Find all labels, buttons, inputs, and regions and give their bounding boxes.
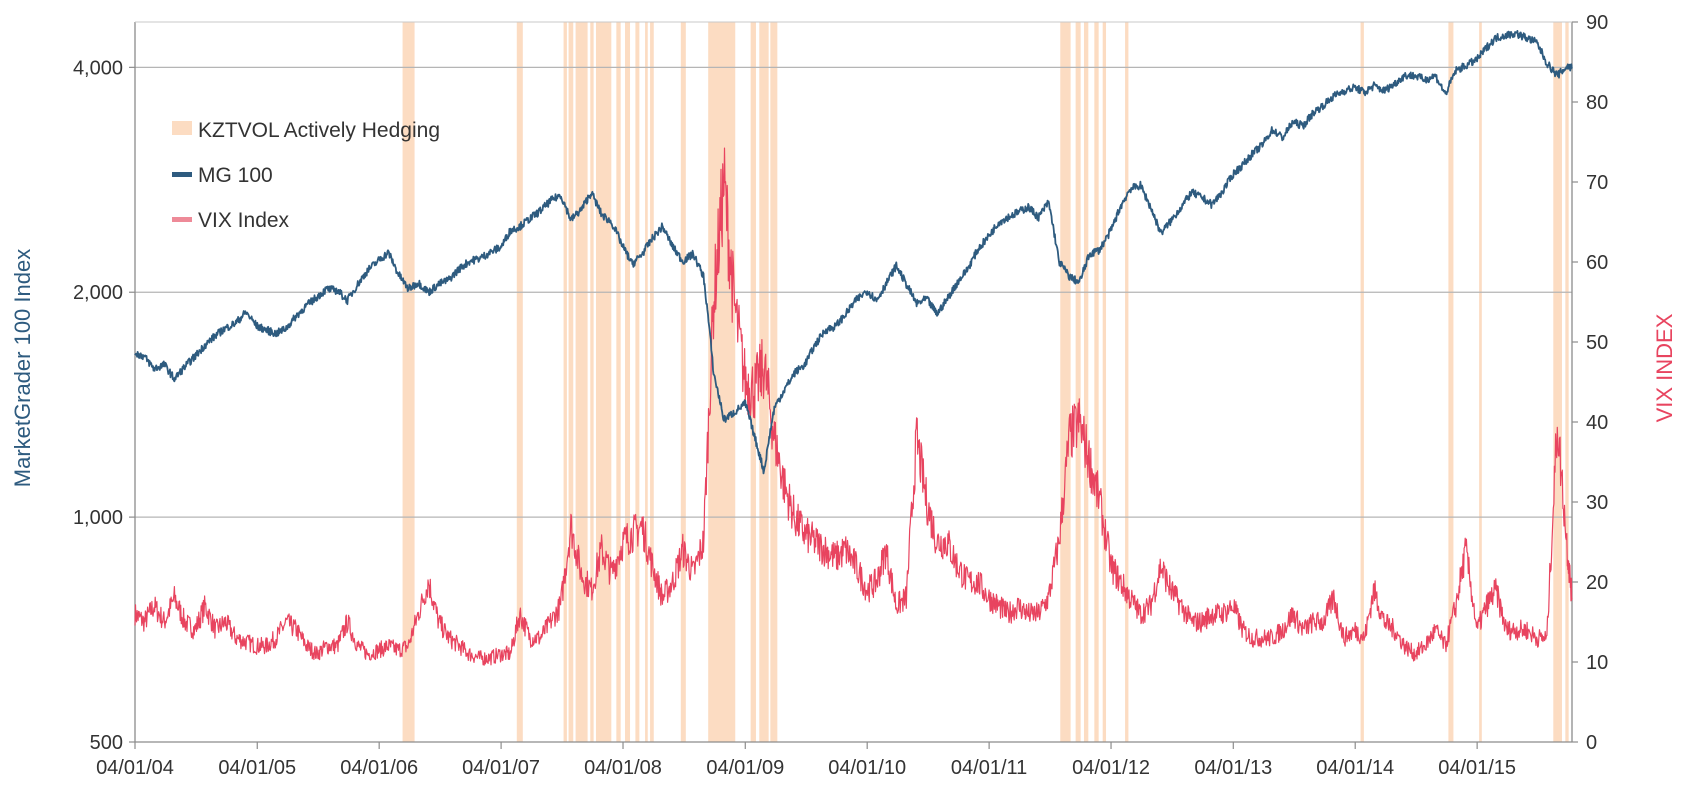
hedging-band: [595, 22, 612, 742]
hedging-band: [575, 22, 588, 742]
mg100-line: [134, 30, 1573, 475]
hedging-band: [1553, 22, 1562, 742]
hedging-band: [568, 22, 574, 742]
right-tick-label: 80: [1586, 92, 1608, 114]
x-tick-label: 04/01/12: [1072, 757, 1150, 779]
vix-series-group: [134, 147, 1573, 666]
right-tick-label: 10: [1586, 652, 1608, 674]
x-tick-label: 04/01/09: [706, 757, 784, 779]
legend-swatch-mg100: [172, 172, 192, 177]
x-tick-label: 04/01/04: [96, 757, 174, 779]
x-tick-label: 04/01/15: [1438, 757, 1516, 779]
right-tick-label: 60: [1586, 252, 1608, 274]
hedging-band: [1360, 22, 1364, 742]
x-tick-label: 04/01/14: [1316, 757, 1394, 779]
x-tick-label: 04/01/06: [340, 757, 418, 779]
right-tick-label: 40: [1586, 412, 1608, 434]
hedging-band: [708, 22, 736, 742]
legend-swatch-hedging: [172, 121, 192, 135]
hedging-band: [516, 22, 523, 742]
hedging-band: [563, 22, 567, 742]
vix-line: [134, 147, 1573, 666]
hedging-band: [625, 22, 631, 742]
right-axis-title: VIX INDEX: [1652, 313, 1677, 422]
legend-label-mg100: MG 100: [198, 164, 273, 187]
right-tick-label: 70: [1586, 172, 1608, 194]
right-tick-label: 90: [1586, 12, 1608, 34]
hedging-band: [1075, 22, 1081, 742]
hedging-band: [1448, 22, 1454, 742]
hedging-band: [770, 22, 778, 742]
gridlines: [135, 66, 1572, 518]
hedging-band: [680, 22, 686, 742]
left-tick-label: 500: [90, 732, 123, 754]
legend-label-hedging: KZTVOL Actively Hedging: [198, 119, 440, 142]
hedging-band: [616, 22, 621, 742]
x-tick-label: 04/01/11: [951, 757, 1027, 779]
x-tick-label: 04/01/08: [584, 757, 662, 779]
left-tick-label: 2,000: [73, 282, 123, 304]
hedging-band: [1083, 22, 1089, 742]
right-tick-label: 50: [1586, 332, 1608, 354]
legend: KZTVOL Actively Hedging MG 100 VIX Index: [172, 119, 440, 232]
hedging-band: [1125, 22, 1129, 742]
left-tick-label: 1,000: [73, 507, 123, 529]
mg100-series-group: [134, 30, 1573, 475]
hedging-bands: [402, 22, 1569, 742]
x-tick-label: 04/01/10: [828, 757, 906, 779]
left-axis-ticks: 500 1,000 2,000 4,000: [73, 57, 135, 754]
right-tick-label: 30: [1586, 492, 1608, 514]
right-tick-label: 0: [1586, 732, 1597, 754]
legend-label-vix: VIX Index: [198, 209, 290, 232]
left-axis-title: MarketGrader 100 Index: [10, 249, 35, 487]
hedging-band: [635, 22, 640, 742]
hedging-band: [650, 22, 654, 742]
hedging-band: [1102, 22, 1107, 742]
right-tick-label: 20: [1586, 572, 1608, 594]
hedging-band: [402, 22, 415, 742]
legend-swatch-vix: [172, 217, 192, 222]
hedging-band: [645, 22, 648, 742]
right-axis-ticks: 0 10 20 30 40 50 60 70 80 90: [1572, 12, 1608, 754]
hedging-band: [1094, 22, 1099, 742]
left-tick-label: 4,000: [73, 57, 123, 79]
x-tick-label: 04/01/05: [218, 757, 296, 779]
x-tick-label: 04/01/13: [1194, 757, 1272, 779]
x-tick-label: 04/01/07: [462, 757, 540, 779]
x-axis-ticks: 04/01/04 04/01/05 04/01/06 04/01/07 04/01/08…: [96, 742, 1516, 779]
hedging-band: [1060, 22, 1071, 742]
hedging-band: [1479, 22, 1482, 742]
hedging-band: [1565, 22, 1569, 742]
hedging-band: [590, 22, 594, 742]
